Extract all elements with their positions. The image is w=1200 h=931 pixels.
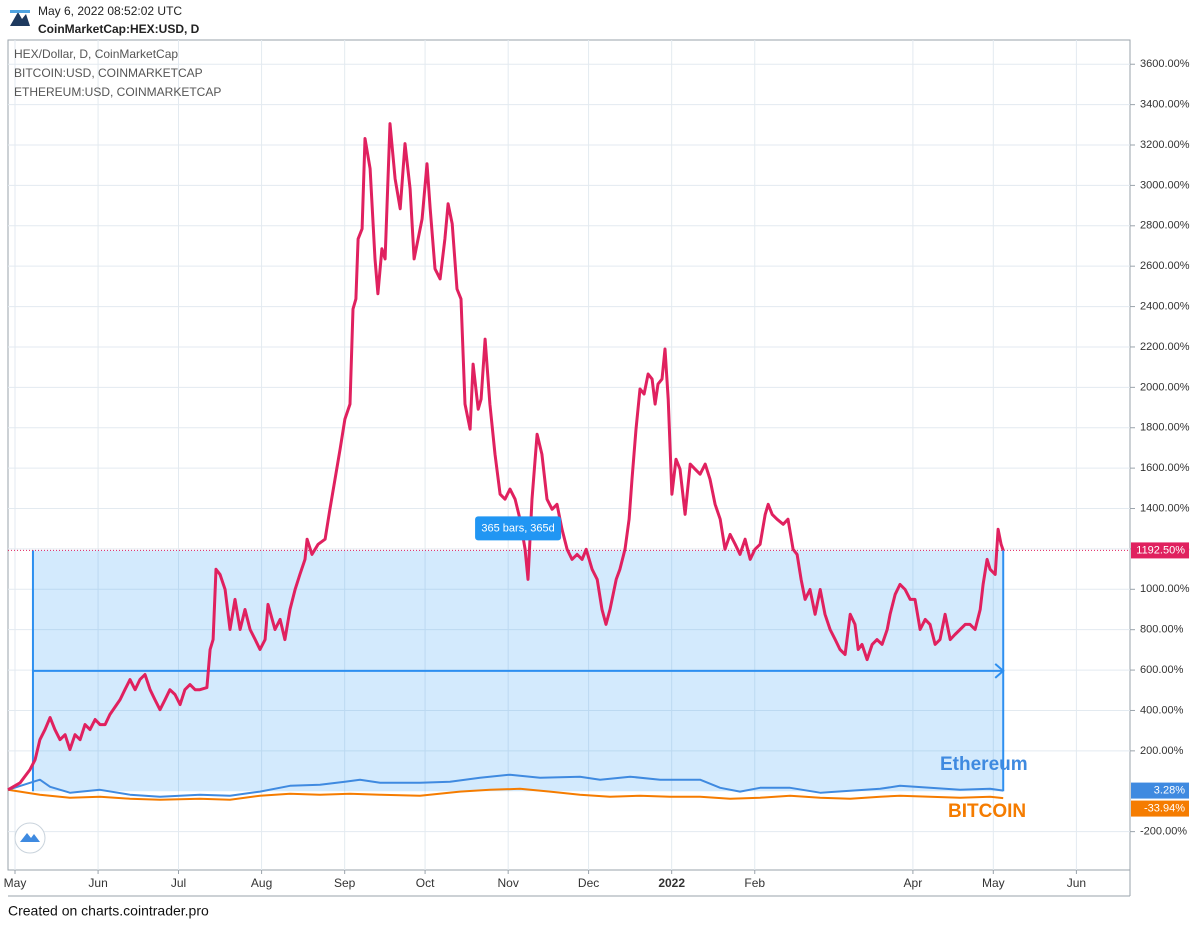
legend-entry: HEX/Dollar, D, CoinMarketCap bbox=[14, 47, 178, 61]
last-value-label: 3.28% bbox=[1154, 784, 1185, 796]
y-tick-label: 2600.00% bbox=[1140, 260, 1190, 272]
y-tick-label: 1800.00% bbox=[1140, 422, 1190, 434]
x-tick-label: Feb bbox=[744, 876, 765, 890]
y-tick-label: 3600.00% bbox=[1140, 58, 1190, 70]
x-tick-label: Oct bbox=[416, 876, 435, 890]
footer: Created on charts.cointrader.pro bbox=[8, 903, 209, 919]
last-value-badge bbox=[1131, 542, 1189, 559]
last-value-label: -33.94% bbox=[1144, 802, 1185, 814]
y-tick-label: -200.00% bbox=[1140, 826, 1187, 838]
y-tick-label: 600.00% bbox=[1140, 664, 1184, 676]
legend-entry: BITCOIN:USD, COINMARKETCAP bbox=[14, 66, 203, 80]
range-label-box bbox=[475, 516, 562, 541]
y-tick-label: 400.00% bbox=[1140, 704, 1184, 716]
y-tick-label: 2000.00% bbox=[1140, 381, 1190, 393]
y-tick-label: 3000.00% bbox=[1140, 179, 1190, 191]
y-tick-label: 200.00% bbox=[1140, 745, 1184, 757]
x-tick-label: May bbox=[4, 876, 27, 890]
y-tick-label: 1000.00% bbox=[1140, 583, 1190, 595]
y-tick-label: 1400.00% bbox=[1140, 502, 1190, 514]
brand-button[interactable] bbox=[14, 822, 46, 854]
y-tick-label: 3200.00% bbox=[1140, 139, 1190, 151]
last-value-label: 1192.50% bbox=[1136, 544, 1185, 556]
x-tick-label: Jun bbox=[88, 876, 107, 890]
range-arrow-head bbox=[994, 663, 1005, 679]
x-tick-label: Aug bbox=[251, 876, 272, 890]
x-tick-label: Apr bbox=[904, 876, 923, 890]
x-tick-label: Sep bbox=[334, 876, 356, 890]
y-tick-label: 800.00% bbox=[1140, 624, 1184, 636]
x-tick-label: Jul bbox=[171, 876, 186, 890]
annotation: Ethereum bbox=[940, 754, 1028, 775]
x-tick-label: 2022 bbox=[658, 876, 685, 890]
logo bbox=[10, 10, 30, 26]
x-tick-label: Dec bbox=[578, 876, 599, 890]
y-tick-label: 2200.00% bbox=[1140, 341, 1190, 353]
y-tick-label: 2800.00% bbox=[1140, 220, 1190, 232]
chart-subtitle: May 6, 2022 08:52:02 UTC bbox=[38, 4, 182, 18]
y-tick-label: 1600.00% bbox=[1140, 462, 1190, 474]
series-line bbox=[7, 773, 1004, 798]
plot-area bbox=[7, 122, 1130, 801]
x-tick-label: May bbox=[982, 876, 1005, 890]
x-tick-label: Nov bbox=[497, 876, 518, 890]
x-tick-label: Jun bbox=[1067, 876, 1086, 890]
range-label: 365 bars, 365d bbox=[481, 522, 554, 534]
last-value-badge bbox=[1131, 800, 1189, 817]
chart-title: CoinMarketCap:HEX:USD, D bbox=[38, 22, 200, 36]
last-value-badge bbox=[1131, 782, 1189, 799]
legend-entry: ETHEREUM:USD, COINMARKETCAP bbox=[14, 85, 221, 99]
series-line bbox=[7, 787, 1004, 801]
y-tick-label: 2400.00% bbox=[1140, 300, 1190, 312]
annotation: BITCOIN bbox=[948, 801, 1026, 822]
y-tick-label: 3400.00% bbox=[1140, 99, 1190, 111]
